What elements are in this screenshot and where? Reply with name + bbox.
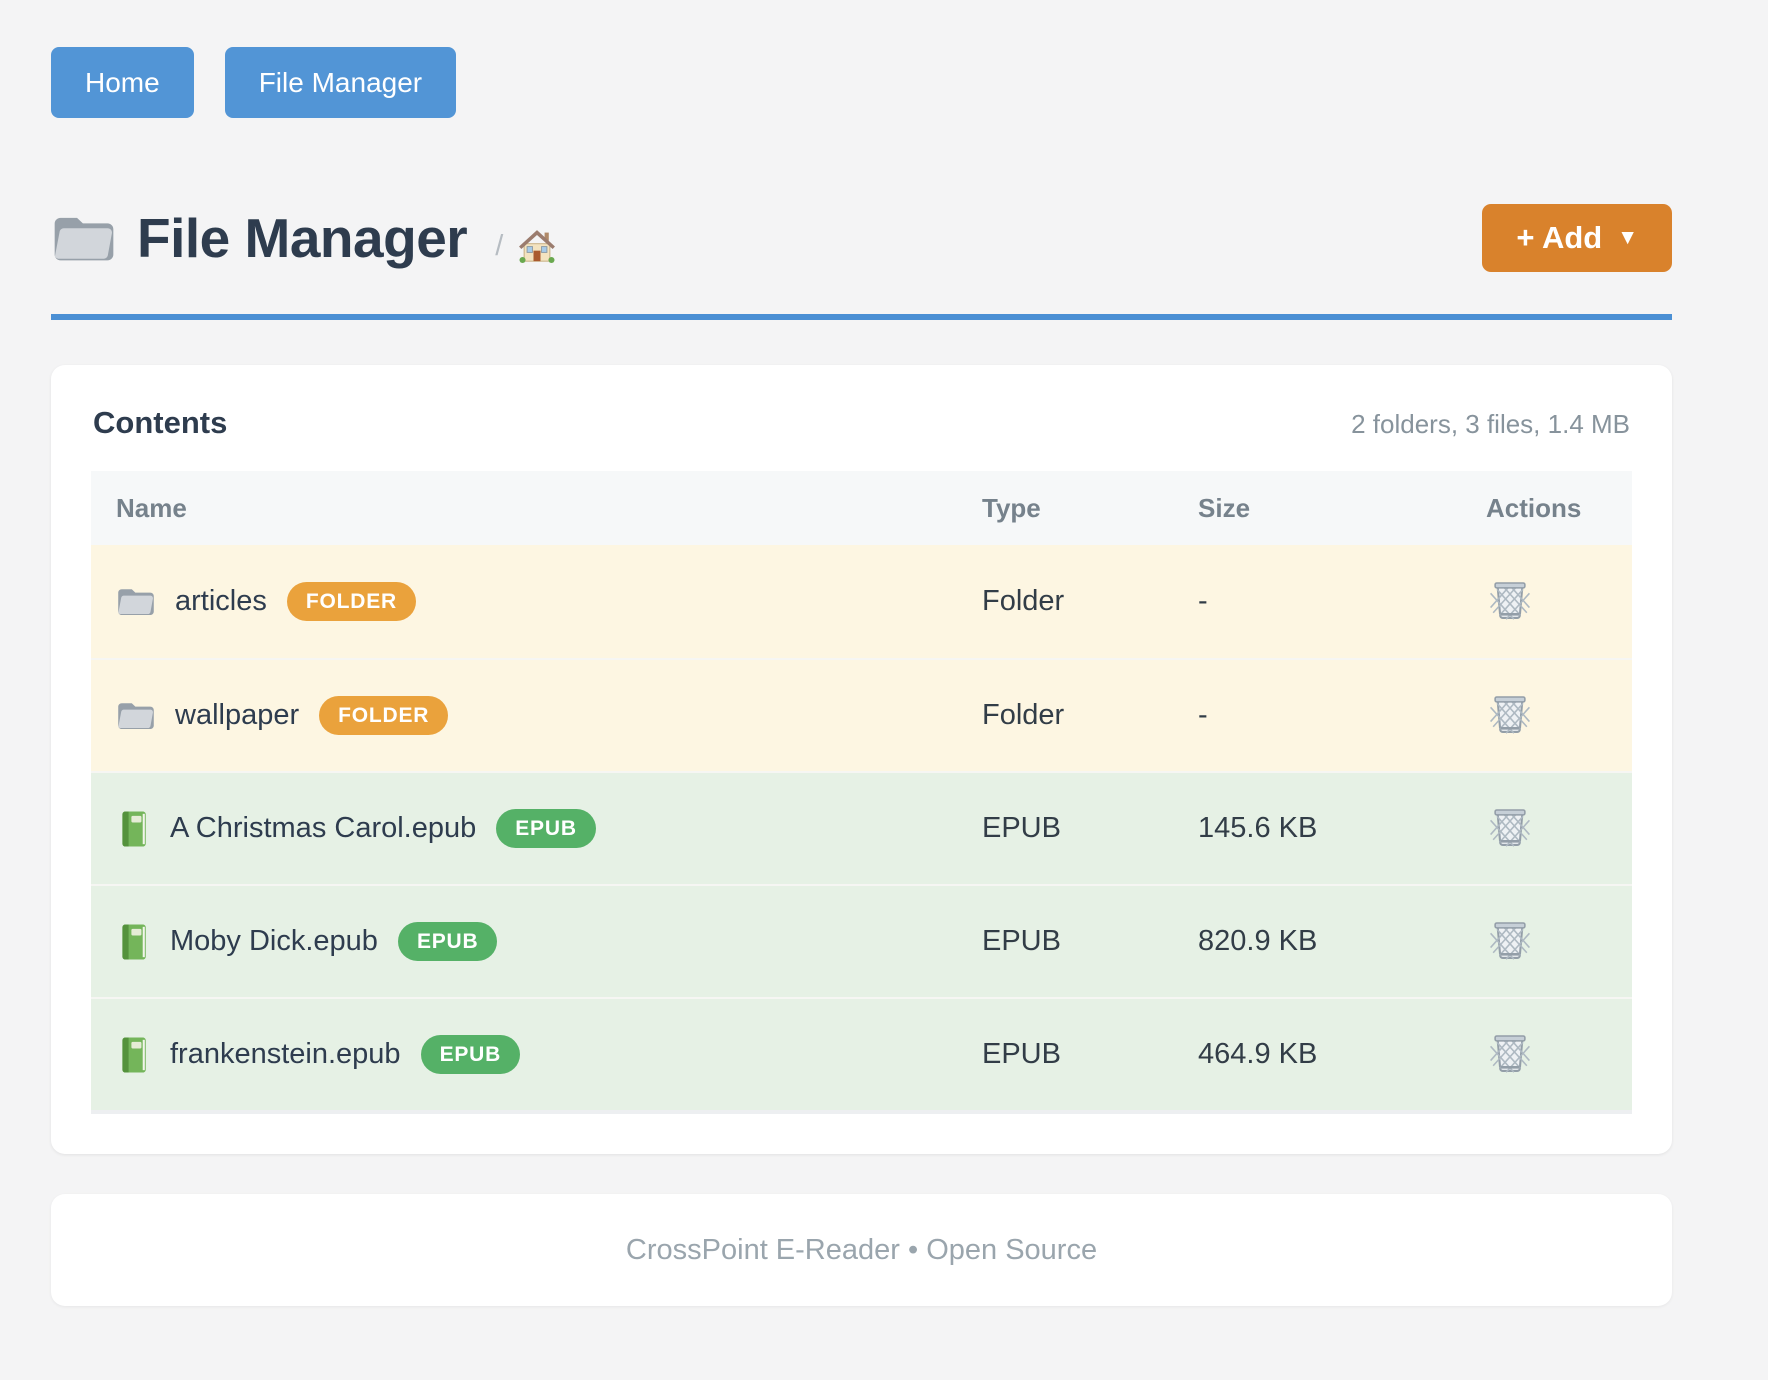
file-size: 145.6 KB (1198, 812, 1318, 844)
delete-button[interactable] (1486, 573, 1538, 624)
file-type: EPUB (982, 925, 1061, 957)
nav-file-manager-button[interactable]: File Manager (224, 47, 457, 118)
name-cell: A Christmas Carol.epub EPUB (91, 809, 982, 849)
trash-icon (1488, 915, 1532, 962)
file-type: EPUB (982, 1038, 1061, 1070)
book-icon (116, 922, 151, 962)
book-icon (116, 809, 151, 849)
file-size: - (1198, 585, 1208, 617)
add-button-label: + Add (1516, 220, 1603, 255)
trash-icon (1488, 575, 1532, 622)
folder-icon (116, 584, 156, 619)
file-size: - (1198, 699, 1208, 731)
breadcrumb-separator: / (495, 229, 504, 262)
epub-badge: EPUB (397, 922, 498, 961)
book-icon (116, 1035, 151, 1075)
contents-heading: Contents (93, 405, 228, 440)
folder-icon (116, 698, 156, 733)
folder-badge: FOLDER (319, 696, 449, 735)
name-cell: frankenstein.epub EPUB (91, 1035, 982, 1075)
trash-icon (1488, 802, 1532, 849)
name-cell: articles FOLDER (91, 582, 982, 621)
column-header-actions: Actions (1486, 492, 1582, 523)
column-header-size: Size (1198, 492, 1251, 523)
contents-card: Contents 2 folders, 3 files, 1.4 MB Name… (51, 365, 1672, 1154)
add-button[interactable]: + Add ▼ (1482, 204, 1672, 272)
page: Home File Manager File Manager / + Add ▼… (51, 47, 1672, 1306)
folder-badge: FOLDER (286, 582, 416, 621)
delete-button[interactable] (1486, 913, 1538, 964)
file-name: frankenstein.epub (170, 1038, 401, 1070)
delete-button[interactable] (1486, 800, 1538, 851)
file-name: articles (175, 585, 267, 617)
file-size: 820.9 KB (1198, 925, 1318, 957)
contents-summary: 2 folders, 3 files, 1.4 MB (1351, 409, 1630, 439)
file-type: EPUB (982, 812, 1061, 844)
nav-home-button[interactable]: Home (51, 47, 194, 118)
column-header-type: Type (982, 492, 1041, 523)
breadcrumb: / (495, 225, 558, 267)
title-wrap: File Manager / (51, 206, 558, 270)
file-name: Moby Dick.epub (170, 925, 378, 957)
table-row[interactable]: articles FOLDER Folder - (91, 545, 1632, 658)
table-row[interactable]: Moby Dick.epub EPUB EPUB 820.9 KB (91, 884, 1632, 997)
table-row[interactable]: wallpaper FOLDER Folder - (91, 658, 1632, 771)
name-cell: Moby Dick.epub EPUB (91, 922, 982, 962)
column-header-name: Name (116, 492, 187, 523)
chevron-down-icon: ▼ (1617, 226, 1638, 249)
trash-icon (1488, 689, 1532, 736)
file-table: Name Type Size Actions articles FOLDER F… (91, 471, 1632, 1114)
table-row[interactable]: frankenstein.epub EPUB EPUB 464.9 KB (91, 997, 1632, 1110)
file-name: A Christmas Carol.epub (170, 812, 477, 844)
delete-button[interactable] (1486, 1026, 1538, 1077)
file-size: 464.9 KB (1198, 1038, 1318, 1070)
epub-badge: EPUB (420, 1035, 521, 1074)
name-cell: wallpaper FOLDER (91, 696, 982, 735)
file-type: Folder (982, 585, 1065, 617)
footer-text: CrossPoint E-Reader • Open Source (625, 1233, 1098, 1266)
file-name: wallpaper (175, 699, 300, 731)
table-header-row: Name Type Size Actions (91, 471, 1632, 545)
page-header: File Manager / + Add ▼ (51, 204, 1672, 272)
top-nav: Home File Manager (51, 47, 1672, 118)
trash-icon (1488, 1028, 1532, 1075)
title-divider (51, 314, 1672, 320)
epub-badge: EPUB (496, 809, 596, 848)
footer: CrossPoint E-Reader • Open Source (51, 1194, 1672, 1306)
contents-card-header: Contents 2 folders, 3 files, 1.4 MB (91, 405, 1632, 441)
page-title: File Manager (137, 207, 468, 269)
file-type: Folder (982, 699, 1065, 731)
table-row[interactable]: A Christmas Carol.epub EPUB EPUB 145.6 K… (91, 771, 1632, 884)
house-icon[interactable] (516, 225, 558, 267)
folder-icon (51, 210, 117, 266)
delete-button[interactable] (1486, 687, 1538, 738)
